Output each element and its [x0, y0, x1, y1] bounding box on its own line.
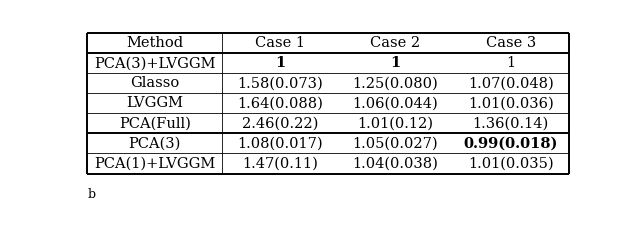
Text: PCA(Full): PCA(Full): [119, 116, 191, 130]
Text: 1.58(0.073): 1.58(0.073): [237, 76, 323, 90]
Text: 1.01(0.036): 1.01(0.036): [468, 96, 554, 110]
Text: 1.06(0.044): 1.06(0.044): [353, 96, 438, 110]
Text: PCA(1)+LVGGM: PCA(1)+LVGGM: [94, 157, 216, 170]
Text: PCA(3)+LVGGM: PCA(3)+LVGGM: [94, 56, 216, 70]
Text: 1.01(0.12): 1.01(0.12): [357, 116, 433, 130]
Text: 2.46(0.22): 2.46(0.22): [242, 116, 318, 130]
Text: 1.08(0.017): 1.08(0.017): [237, 137, 323, 150]
Text: 1.64(0.088): 1.64(0.088): [237, 96, 323, 110]
Text: Case 1: Case 1: [255, 36, 305, 50]
Text: 0.99(0.018): 0.99(0.018): [463, 137, 558, 150]
Text: 1: 1: [506, 56, 515, 70]
Text: 1.25(0.080): 1.25(0.080): [353, 76, 438, 90]
Text: 1.05(0.027): 1.05(0.027): [353, 137, 438, 150]
Text: b: b: [88, 188, 95, 201]
Text: 1.36(0.14): 1.36(0.14): [473, 116, 549, 130]
Text: Case 3: Case 3: [486, 36, 536, 50]
Text: LVGGM: LVGGM: [126, 96, 183, 110]
Text: Method: Method: [126, 36, 183, 50]
Text: Case 2: Case 2: [371, 36, 420, 50]
Text: 1.07(0.048): 1.07(0.048): [468, 76, 554, 90]
Text: 1: 1: [275, 56, 285, 70]
Text: 1.04(0.038): 1.04(0.038): [353, 157, 438, 170]
Text: PCA(3): PCA(3): [129, 137, 181, 150]
Text: 1.01(0.035): 1.01(0.035): [468, 157, 554, 170]
Text: Glasso: Glasso: [130, 76, 179, 90]
Text: 1.47(0.11): 1.47(0.11): [242, 157, 318, 170]
Text: 1: 1: [390, 56, 401, 70]
